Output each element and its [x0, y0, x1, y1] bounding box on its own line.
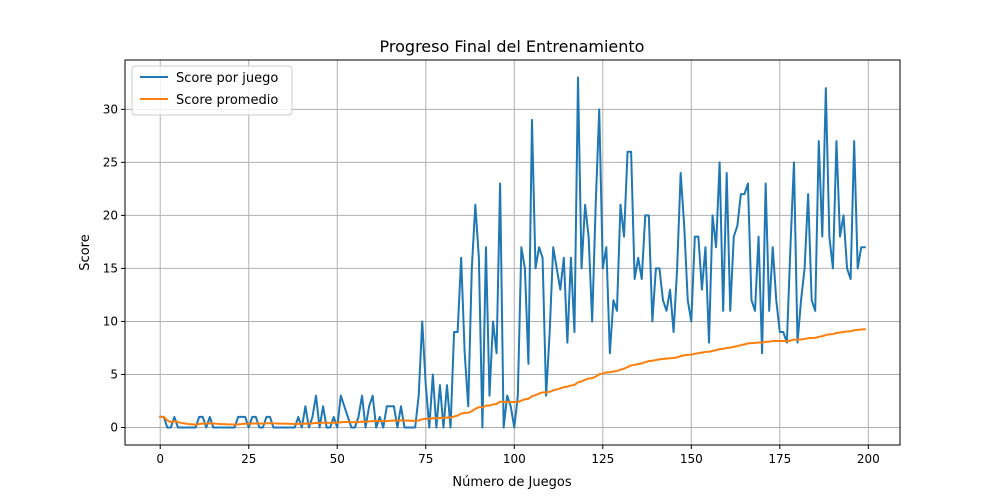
y-axis-label: Score	[78, 234, 93, 270]
x-tick-label: 25	[241, 452, 256, 466]
series-line-score-por-juego	[159, 76, 866, 429]
y-axis-ticks: 0 5 10 15 20 25 30	[103, 102, 125, 435]
x-tick-label: 50	[330, 452, 345, 466]
axes-frame	[124, 59, 901, 446]
x-tick-label: 200	[857, 452, 880, 466]
legend-box	[131, 65, 293, 116]
y-tick-label: 15	[103, 261, 118, 275]
x-tick-label: 125	[591, 452, 614, 466]
legend-label-score-promedio: Score promedio	[176, 93, 278, 108]
series-lines	[159, 76, 866, 429]
y-tick-label: 10	[103, 314, 118, 328]
x-tick-label: 100	[503, 452, 526, 466]
plot-area: 0 25 50 75 100 125 150 175 200 0 5 10 15 20 25 30	[103, 59, 901, 466]
series-line-score-promedio	[159, 328, 866, 426]
y-tick-label: 20	[103, 208, 118, 222]
x-tick-label: 75	[418, 452, 433, 466]
grid-lines	[125, 60, 900, 445]
y-tick-label: 0	[110, 421, 118, 435]
legend-label-score-por-juego: Score por juego	[176, 71, 278, 86]
x-axis-label: Número de Juegos	[452, 475, 571, 490]
y-tick-label: 30	[103, 102, 118, 116]
x-tick-label: 0	[156, 452, 164, 466]
x-tick-label: 175	[768, 452, 791, 466]
legend: Score por juego Score promedio	[131, 65, 293, 116]
x-axis-ticks: 0 25 50 75 100 125 150 175 200	[156, 445, 880, 466]
x-tick-label: 150	[680, 452, 703, 466]
y-tick-label: 25	[103, 155, 118, 169]
y-tick-label: 5	[110, 367, 118, 381]
chart-title: Progreso Final del Entrenamiento	[380, 37, 645, 56]
